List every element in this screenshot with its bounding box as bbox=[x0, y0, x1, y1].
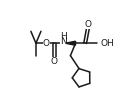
Text: N: N bbox=[60, 37, 66, 46]
Text: O: O bbox=[43, 39, 49, 48]
Text: H: H bbox=[60, 32, 66, 41]
Text: OH: OH bbox=[101, 39, 115, 48]
Polygon shape bbox=[65, 41, 75, 45]
Text: O: O bbox=[51, 57, 58, 66]
Text: O: O bbox=[84, 20, 91, 29]
